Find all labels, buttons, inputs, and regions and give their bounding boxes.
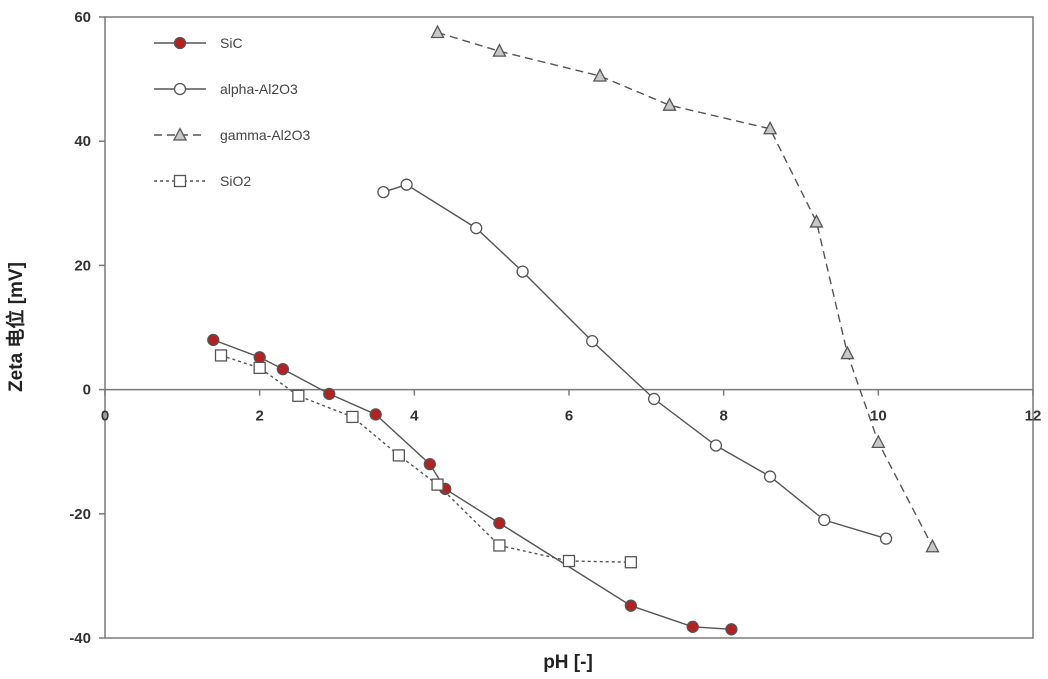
data-point-alpha-al2o3: [516, 265, 529, 278]
x-tick-label: 2: [255, 408, 263, 425]
data-point-alpha-al2o3: [400, 178, 413, 191]
y-tick-label: -40: [69, 630, 91, 647]
data-point-alpha-al2o3: [818, 513, 831, 527]
legend-item-alpha-al2o3: alpha-Al2O3: [154, 81, 298, 97]
series-line-gamma-al2o3: [437, 31, 934, 548]
legend-marker-sio2: [173, 174, 187, 188]
x-tick-label: 10: [870, 408, 887, 425]
series-line-sic: [213, 339, 732, 630]
series-line-sio2: [220, 354, 631, 563]
y-axis-title: Zeta 电位 [mV]: [4, 262, 27, 392]
legend-marker-alpha-al2o3: [173, 82, 187, 96]
series-layer: [207, 24, 940, 636]
data-point-alpha-al2o3: [879, 532, 893, 545]
legend-item-sio2: SiO2: [154, 173, 251, 189]
series-alpha-al2o3: [377, 178, 893, 545]
data-point-alpha-al2o3: [647, 392, 661, 406]
legend-label-sio2: SiO2: [220, 173, 251, 189]
data-point-sio2: [253, 361, 266, 375]
data-point-alpha-al2o3: [763, 470, 777, 483]
data-point-gamma-al2o3: [925, 538, 940, 553]
series-sio2: [214, 349, 638, 569]
x-tick-label: 8: [719, 408, 727, 425]
data-point-alpha-al2o3: [586, 335, 599, 348]
legend-label-gamma-al2o3: gamma-Al2O3: [220, 127, 310, 143]
data-point-gamma-al2o3: [871, 434, 886, 449]
data-point-sio2: [562, 554, 576, 568]
legend-label-sic: SiC: [220, 35, 243, 51]
data-point-sic: [369, 408, 382, 421]
data-point-sic: [686, 620, 699, 633]
data-point-alpha-al2o3: [470, 221, 483, 235]
series-sic: [207, 333, 738, 636]
data-point-sic: [624, 599, 638, 612]
x-tick-label: 12: [1025, 408, 1042, 425]
series-gamma-al2o3: [430, 24, 940, 553]
series-line-alpha-al2o3: [383, 183, 887, 540]
data-point-sio2: [392, 449, 406, 462]
data-point-alpha-al2o3: [709, 439, 723, 452]
plot-area-frame: [104, 16, 1034, 639]
x-tick-label: 4: [410, 408, 419, 425]
data-point-sic: [253, 351, 266, 364]
x-tick-label: 0: [101, 408, 109, 425]
data-point-sic: [207, 333, 220, 347]
legend-item-sic: SiC: [154, 35, 243, 51]
data-point-sic: [323, 387, 336, 401]
data-point-gamma-al2o3: [662, 97, 677, 111]
data-point-gamma-al2o3: [809, 214, 824, 228]
y-tick-label: 0: [83, 382, 91, 399]
y-tick-label: 20: [74, 257, 91, 274]
legend-label-alpha-al2o3: alpha-Al2O3: [220, 81, 298, 97]
data-point-sio2: [493, 539, 506, 552]
data-point-gamma-al2o3: [592, 68, 608, 82]
y-tick-label: 60: [74, 9, 91, 26]
data-point-sio2: [431, 478, 444, 491]
data-point-sic: [276, 362, 290, 376]
data-point-sio2: [292, 389, 305, 402]
data-point-sio2: [214, 349, 228, 362]
data-point-alpha-al2o3: [377, 185, 390, 199]
legend: SiC alpha-Al2O3 gamma-Al2O3 SiO2: [154, 35, 310, 189]
legend-marker-sic: [173, 36, 187, 50]
data-point-sic: [493, 516, 506, 530]
x-axis-title: pH [-]: [543, 652, 593, 673]
legend-marker-gamma-al2o3: [172, 127, 188, 141]
y-tick-label: 40: [74, 133, 91, 150]
data-point-sic: [423, 457, 436, 471]
data-point-sio2: [346, 410, 359, 424]
data-point-gamma-al2o3: [840, 345, 855, 360]
legend-item-gamma-al2o3: gamma-Al2O3: [154, 127, 310, 143]
x-tick-label: 6: [565, 408, 573, 425]
y-tick-label: -20: [69, 506, 91, 523]
data-point-sio2: [624, 556, 638, 569]
data-point-gamma-al2o3: [492, 43, 507, 57]
data-point-gamma-al2o3: [430, 24, 445, 39]
data-point-gamma-al2o3: [762, 120, 778, 135]
axes: -40 -20 0 20 40 60 0 2 4 6 8 10 12: [69, 9, 1041, 647]
data-point-sic: [725, 623, 738, 636]
